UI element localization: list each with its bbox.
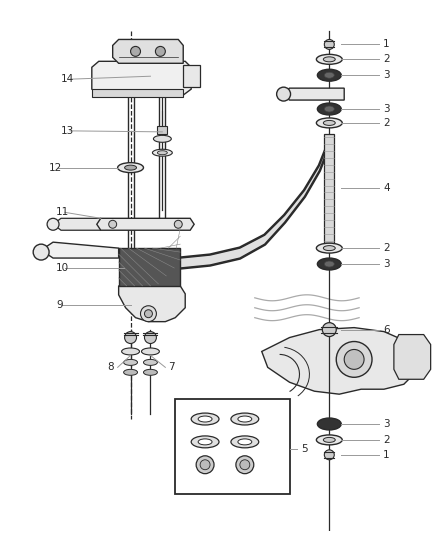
Circle shape — [124, 332, 137, 343]
Text: 14: 14 — [61, 74, 74, 84]
Ellipse shape — [323, 120, 335, 125]
Ellipse shape — [231, 413, 259, 425]
Text: 3: 3 — [383, 419, 389, 429]
Circle shape — [141, 306, 156, 321]
Ellipse shape — [152, 149, 172, 156]
Ellipse shape — [141, 348, 159, 355]
Text: 4: 4 — [383, 183, 389, 193]
Ellipse shape — [316, 118, 342, 128]
Text: 7: 7 — [168, 362, 175, 373]
Text: 1: 1 — [383, 39, 389, 50]
Ellipse shape — [144, 359, 157, 365]
Polygon shape — [183, 65, 200, 87]
Bar — [119, 248, 180, 286]
Ellipse shape — [324, 106, 334, 112]
Circle shape — [277, 87, 290, 101]
Polygon shape — [92, 89, 183, 97]
Ellipse shape — [316, 435, 342, 445]
Circle shape — [145, 332, 156, 343]
Text: 2: 2 — [383, 118, 389, 128]
Ellipse shape — [124, 165, 137, 170]
Polygon shape — [97, 219, 194, 230]
Circle shape — [324, 39, 334, 50]
Bar — [324, 134, 334, 243]
Circle shape — [155, 46, 165, 56]
Circle shape — [174, 220, 182, 228]
Circle shape — [236, 456, 254, 474]
Polygon shape — [157, 126, 167, 134]
Text: 3: 3 — [383, 70, 389, 80]
Ellipse shape — [198, 439, 212, 445]
Text: 3: 3 — [383, 259, 389, 269]
Polygon shape — [180, 141, 329, 268]
Circle shape — [240, 460, 250, 470]
Polygon shape — [119, 286, 185, 321]
Ellipse shape — [238, 439, 252, 445]
Text: 10: 10 — [56, 263, 69, 273]
Text: 2: 2 — [383, 243, 389, 253]
Polygon shape — [282, 88, 344, 100]
Ellipse shape — [323, 438, 335, 442]
Text: 2: 2 — [383, 435, 389, 445]
Ellipse shape — [124, 369, 138, 375]
Ellipse shape — [144, 369, 157, 375]
Circle shape — [33, 244, 49, 260]
Text: 11: 11 — [56, 207, 69, 217]
Ellipse shape — [153, 135, 171, 142]
Text: 8: 8 — [107, 362, 114, 373]
Circle shape — [324, 450, 334, 460]
Ellipse shape — [238, 416, 252, 422]
Ellipse shape — [198, 416, 212, 422]
Ellipse shape — [118, 163, 144, 173]
Text: 5: 5 — [301, 444, 308, 454]
Polygon shape — [92, 61, 191, 95]
Circle shape — [344, 350, 364, 369]
Ellipse shape — [323, 246, 335, 251]
Ellipse shape — [124, 359, 138, 365]
Polygon shape — [113, 39, 183, 63]
Text: 12: 12 — [49, 163, 62, 173]
Ellipse shape — [316, 54, 342, 64]
Circle shape — [200, 460, 210, 470]
Circle shape — [131, 46, 141, 56]
Circle shape — [145, 310, 152, 318]
Circle shape — [196, 456, 214, 474]
Text: 13: 13 — [61, 126, 74, 136]
Bar — [175, 399, 290, 494]
Ellipse shape — [324, 72, 334, 78]
Ellipse shape — [318, 258, 341, 270]
Ellipse shape — [122, 348, 140, 355]
Ellipse shape — [324, 261, 334, 267]
Circle shape — [322, 322, 336, 336]
Text: 3: 3 — [383, 104, 389, 114]
Polygon shape — [394, 335, 431, 379]
Text: 6: 6 — [383, 325, 389, 335]
Ellipse shape — [318, 69, 341, 81]
Ellipse shape — [318, 418, 341, 430]
Polygon shape — [53, 219, 101, 230]
Ellipse shape — [157, 151, 167, 155]
Circle shape — [336, 342, 372, 377]
Text: 2: 2 — [383, 54, 389, 64]
Circle shape — [109, 220, 117, 228]
Polygon shape — [262, 328, 417, 394]
Polygon shape — [41, 242, 119, 258]
Circle shape — [47, 219, 59, 230]
Text: 9: 9 — [56, 300, 63, 310]
Ellipse shape — [231, 436, 259, 448]
Ellipse shape — [316, 243, 342, 253]
Ellipse shape — [191, 413, 219, 425]
Ellipse shape — [323, 57, 335, 62]
Ellipse shape — [191, 436, 219, 448]
Text: 1: 1 — [383, 450, 389, 460]
Ellipse shape — [318, 103, 341, 115]
